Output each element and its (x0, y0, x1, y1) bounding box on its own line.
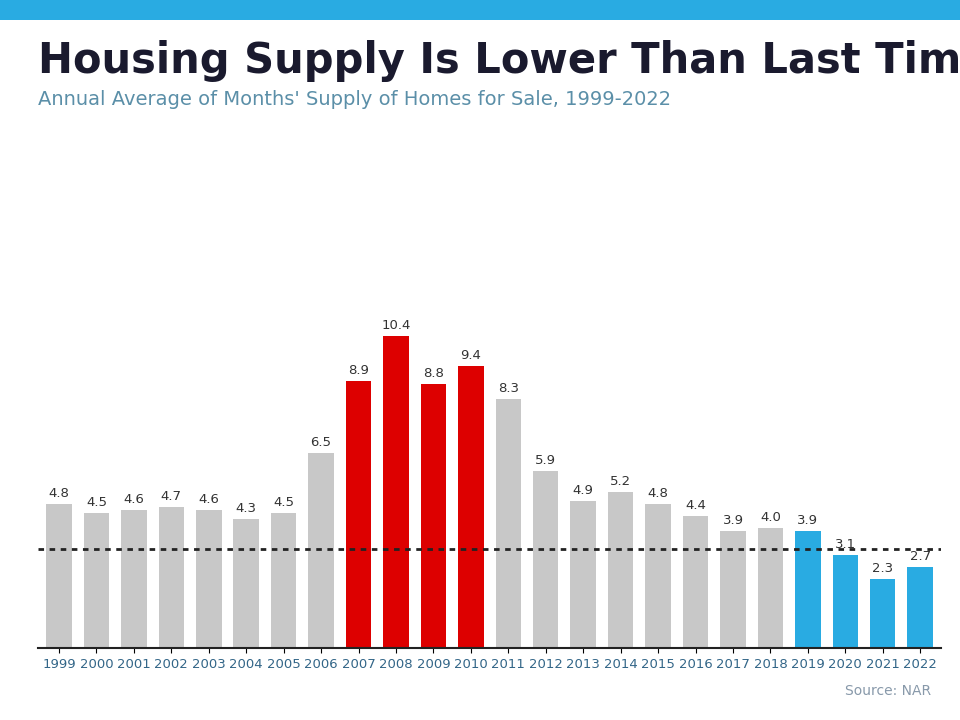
Text: 2.7: 2.7 (910, 549, 931, 562)
Bar (645, 504, 671, 648)
Bar (46, 504, 72, 648)
Text: 8.9: 8.9 (348, 364, 369, 377)
Text: Source: NAR: Source: NAR (845, 685, 931, 698)
Text: 10.4: 10.4 (381, 319, 411, 332)
Bar (196, 510, 222, 648)
Bar (346, 382, 372, 648)
Bar (608, 492, 634, 648)
Bar (570, 501, 596, 648)
Bar (458, 366, 484, 648)
Bar (832, 555, 858, 648)
Bar (495, 400, 521, 648)
Bar (533, 472, 559, 648)
Text: 4.5: 4.5 (86, 496, 107, 509)
Bar (907, 567, 933, 648)
Bar (121, 510, 147, 648)
Bar (84, 513, 109, 648)
Text: 3.9: 3.9 (798, 513, 818, 527)
Bar (720, 531, 746, 648)
Text: 4.9: 4.9 (573, 484, 593, 497)
Bar (420, 384, 446, 648)
Text: 4.6: 4.6 (124, 492, 144, 505)
Bar (233, 519, 259, 648)
Bar (383, 336, 409, 648)
Bar (271, 513, 297, 648)
Bar (870, 579, 896, 648)
Text: 4.5: 4.5 (274, 496, 294, 509)
Text: 4.8: 4.8 (49, 487, 69, 500)
Text: 6.5: 6.5 (311, 436, 331, 449)
Text: 8.3: 8.3 (498, 382, 518, 395)
Text: Annual Average of Months' Supply of Homes for Sale, 1999-2022: Annual Average of Months' Supply of Home… (38, 90, 672, 109)
Text: 4.7: 4.7 (161, 490, 181, 503)
Text: 3.1: 3.1 (835, 538, 856, 551)
Text: 4.6: 4.6 (199, 492, 219, 505)
Text: 4.3: 4.3 (236, 502, 256, 515)
Text: 5.9: 5.9 (536, 454, 556, 467)
Text: 9.4: 9.4 (461, 349, 481, 362)
Bar (795, 531, 821, 648)
Bar (757, 528, 783, 648)
Text: 2.3: 2.3 (873, 562, 894, 575)
Bar (308, 454, 334, 648)
Text: Housing Supply Is Lower Than Last Time: Housing Supply Is Lower Than Last Time (38, 40, 960, 81)
Text: 4.8: 4.8 (648, 487, 668, 500)
Text: 5.2: 5.2 (611, 474, 632, 487)
Bar (683, 516, 708, 648)
Text: 4.4: 4.4 (685, 499, 706, 512)
Text: 8.8: 8.8 (423, 367, 444, 380)
Text: 4.0: 4.0 (760, 510, 780, 523)
Bar (158, 507, 184, 648)
Text: 3.9: 3.9 (723, 513, 743, 527)
